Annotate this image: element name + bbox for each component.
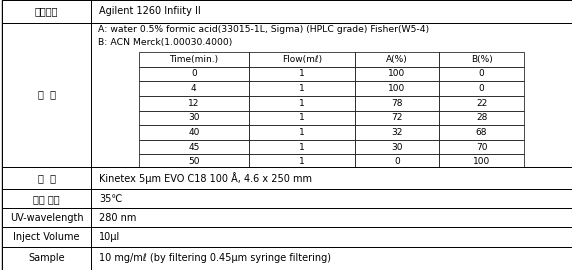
Text: Agilent 1260 Infiity II: Agilent 1260 Infiity II [100,6,201,16]
Bar [439,67,524,81]
Text: A: water 0.5% formic acid(33015-1L, Sigma) (HPLC grade) Fisher(W5-4): A: water 0.5% formic acid(33015-1L, Sigm… [98,25,428,35]
Text: 28: 28 [476,113,487,122]
Text: 22: 22 [476,99,487,108]
Bar [355,140,439,154]
Bar [2,23,91,167]
Text: 35℃: 35℃ [100,194,122,204]
Text: 30: 30 [391,143,403,152]
Text: 용  매: 용 매 [38,90,55,100]
Bar [91,0,572,23]
Bar [139,154,249,169]
Bar [249,67,355,81]
Text: Kinetex 5μm EVO C18 100 Å, 4.6 x 250 mm: Kinetex 5μm EVO C18 100 Å, 4.6 x 250 mm [100,172,312,184]
Text: 1: 1 [299,157,305,166]
Bar [249,125,355,140]
Bar [2,189,91,208]
Text: Time(min.): Time(min.) [169,55,219,64]
Bar [249,96,355,110]
Text: 0: 0 [191,69,197,79]
Bar [439,96,524,110]
Text: B: ACN Merck(1.00030.4000): B: ACN Merck(1.00030.4000) [98,38,232,47]
Text: Inject Volume: Inject Volume [13,232,80,242]
Text: 68: 68 [476,128,487,137]
Bar [91,247,572,270]
Bar [439,52,524,67]
Bar [355,81,439,96]
Bar [355,52,439,67]
Bar [139,125,249,140]
Bar [249,81,355,96]
Text: 280 nm: 280 nm [100,213,137,223]
Bar [2,247,91,270]
Bar [2,227,91,247]
Bar [439,110,524,125]
Text: 10 mg/mℓ (by filtering 0.45μm syringe filtering): 10 mg/mℓ (by filtering 0.45μm syringe fi… [100,253,331,263]
Bar [2,167,91,189]
Text: 30: 30 [188,113,200,122]
Text: 0: 0 [479,69,484,79]
Text: UV-wavelength: UV-wavelength [10,213,84,223]
Bar [2,0,91,23]
Bar [439,154,524,169]
Bar [355,110,439,125]
Text: 45: 45 [188,143,200,152]
Bar [355,154,439,169]
Text: 72: 72 [391,113,403,122]
Bar [355,96,439,110]
Text: 0: 0 [394,157,400,166]
Text: 10μl: 10μl [100,232,121,242]
Text: A(%): A(%) [386,55,408,64]
Text: 100: 100 [473,157,490,166]
Bar [355,67,439,81]
Text: 1: 1 [299,69,305,79]
Bar [139,110,249,125]
Bar [91,227,572,247]
Bar [249,140,355,154]
Text: 0: 0 [479,84,484,93]
Text: 1: 1 [299,99,305,108]
Text: 분석장비: 분석장비 [35,6,58,16]
Text: 100: 100 [388,69,406,79]
Text: 32: 32 [391,128,403,137]
Text: 40: 40 [188,128,200,137]
Text: Sample: Sample [28,253,65,263]
Text: 12: 12 [188,99,200,108]
Bar [249,110,355,125]
Bar [249,154,355,169]
Bar [91,167,572,189]
Bar [249,52,355,67]
Bar [355,125,439,140]
Text: 4: 4 [191,84,197,93]
Text: 70: 70 [476,143,487,152]
Text: 78: 78 [391,99,403,108]
Bar [139,52,249,67]
Text: Flow(mℓ): Flow(mℓ) [281,55,322,64]
Bar [439,81,524,96]
Bar [439,140,524,154]
Bar [139,140,249,154]
Bar [2,208,91,227]
Text: 1: 1 [299,113,305,122]
Text: B(%): B(%) [471,55,492,64]
Bar [139,81,249,96]
Text: 칼  럼: 칼 럼 [38,173,55,183]
Bar [439,125,524,140]
Bar [139,96,249,110]
Text: 1: 1 [299,84,305,93]
Text: 1: 1 [299,143,305,152]
Bar [91,189,572,208]
Bar [91,23,572,167]
Text: 칼럼 온도: 칼럼 온도 [33,194,60,204]
Bar [91,208,572,227]
Text: 50: 50 [188,157,200,166]
Text: 1: 1 [299,128,305,137]
Text: 100: 100 [388,84,406,93]
Bar [139,67,249,81]
